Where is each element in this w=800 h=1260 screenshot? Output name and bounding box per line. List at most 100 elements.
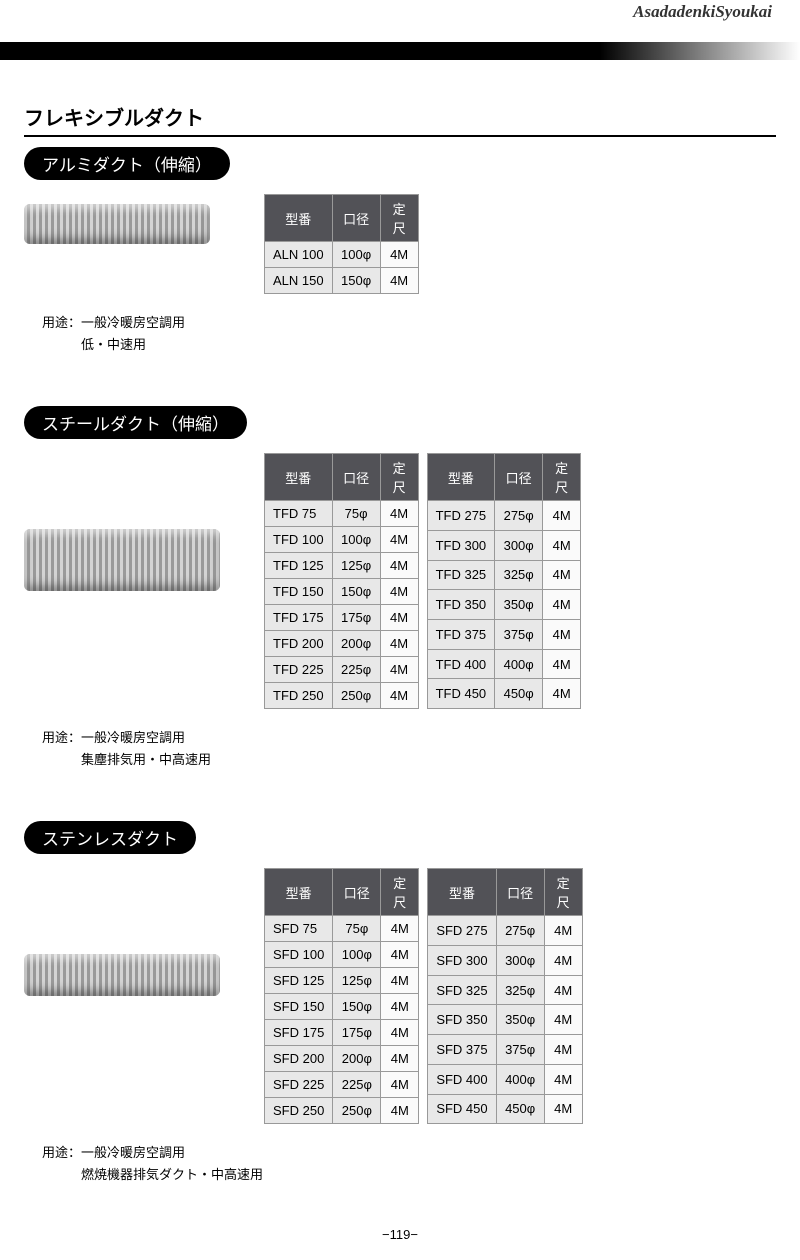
spec-table: 型番口径定尺SFD 7575φ4MSFD 100100φ4MSFD 125125… — [264, 868, 419, 1124]
cell-length: 4M — [543, 501, 581, 531]
cell-diameter: 75φ — [333, 916, 381, 942]
cell-model: TFD 350 — [427, 590, 495, 620]
cell-length: 4M — [543, 590, 581, 620]
section-title: ステンレスダクト — [24, 821, 196, 854]
cell-model: SFD 400 — [428, 1064, 496, 1094]
cell-diameter: 300φ — [496, 946, 544, 976]
cell-length: 4M — [381, 916, 419, 942]
table-row: TFD 375375φ4M — [427, 620, 581, 650]
cell-length: 4M — [544, 1094, 582, 1124]
table-row: TFD 175175φ4M — [265, 605, 419, 631]
product-section: ステンレスダクト型番口径定尺SFD 7575φ4MSFD 100100φ4MSF… — [24, 811, 776, 1186]
cell-length: 4M — [380, 605, 418, 631]
cell-length: 4M — [380, 657, 418, 683]
cell-length: 4M — [380, 501, 418, 527]
cell-model: TFD 200 — [265, 631, 333, 657]
cell-diameter: 300φ — [495, 530, 543, 560]
cell-diameter: 200φ — [332, 631, 380, 657]
usage-text: 用途：一般冷暖房空調用 低・中速用 — [42, 312, 776, 356]
cell-diameter: 75φ — [332, 501, 380, 527]
cell-diameter: 150φ — [332, 268, 380, 294]
brand-bar — [0, 42, 800, 60]
cell-diameter: 250φ — [332, 683, 380, 709]
cell-model: ALN 100 — [265, 242, 333, 268]
table-row: SFD 250250φ4M — [265, 1098, 419, 1124]
spec-table: 型番口径定尺TFD 275275φ4MTFD 300300φ4MTFD 3253… — [427, 453, 582, 709]
cell-length: 4M — [543, 530, 581, 560]
cell-diameter: 350φ — [496, 1005, 544, 1035]
cell-model: TFD 150 — [265, 579, 333, 605]
table-header: 定尺 — [544, 869, 582, 916]
product-section: スチールダクト（伸縮）型番口径定尺TFD 7575φ4MTFD 100100φ4… — [24, 396, 776, 771]
cell-diameter: 225φ — [332, 657, 380, 683]
cell-model: SFD 150 — [265, 994, 333, 1020]
cell-diameter: 100φ — [332, 242, 380, 268]
cell-diameter: 350φ — [495, 590, 543, 620]
cell-length: 4M — [544, 1064, 582, 1094]
usage-text: 用途：一般冷暖房空調用 集塵排気用・中高速用 — [42, 727, 776, 771]
table-row: TFD 275275φ4M — [427, 501, 581, 531]
cell-length: 4M — [380, 268, 418, 294]
table-row: SFD 450450φ4M — [428, 1094, 582, 1124]
table-row: SFD 100100φ4M — [265, 942, 419, 968]
cell-length: 4M — [381, 1072, 419, 1098]
cell-diameter: 275φ — [496, 916, 544, 946]
table-row: SFD 125125φ4M — [265, 968, 419, 994]
table-row: SFD 225225φ4M — [265, 1072, 419, 1098]
product-image — [24, 954, 220, 996]
cell-diameter: 450φ — [496, 1094, 544, 1124]
cell-model: SFD 125 — [265, 968, 333, 994]
cell-model: TFD 325 — [427, 560, 495, 590]
table-header: 定尺 — [380, 454, 418, 501]
cell-length: 4M — [380, 683, 418, 709]
cell-diameter: 175φ — [333, 1020, 381, 1046]
cell-length: 4M — [380, 242, 418, 268]
cell-length: 4M — [380, 553, 418, 579]
table-header: 型番 — [265, 869, 333, 916]
cell-model: SFD 175 — [265, 1020, 333, 1046]
cell-model: SFD 350 — [428, 1005, 496, 1035]
cell-model: TFD 225 — [265, 657, 333, 683]
table-header: 口径 — [332, 454, 380, 501]
table-row: TFD 350350φ4M — [427, 590, 581, 620]
cell-model: SFD 100 — [265, 942, 333, 968]
cell-model: TFD 450 — [427, 679, 495, 709]
cell-length: 4M — [543, 679, 581, 709]
table-row: SFD 300300φ4M — [428, 946, 582, 976]
spec-table: 型番口径定尺SFD 275275φ4MSFD 300300φ4MSFD 3253… — [427, 868, 582, 1124]
cell-diameter: 275φ — [495, 501, 543, 531]
cell-model: TFD 300 — [427, 530, 495, 560]
table-header: 定尺 — [381, 869, 419, 916]
cell-diameter: 325φ — [496, 975, 544, 1005]
cell-length: 4M — [381, 1020, 419, 1046]
table-row: TFD 150150φ4M — [265, 579, 419, 605]
cell-model: SFD 75 — [265, 916, 333, 942]
page-number: −119− — [24, 1227, 776, 1242]
cell-diameter: 225φ — [333, 1072, 381, 1098]
cell-model: SFD 250 — [265, 1098, 333, 1124]
cell-diameter: 375φ — [495, 620, 543, 650]
product-image — [24, 204, 210, 244]
usage-text: 用途：一般冷暖房空調用 燃焼機器排気ダクト・中高速用 — [42, 1142, 776, 1186]
cell-length: 4M — [544, 1005, 582, 1035]
table-row: SFD 175175φ4M — [265, 1020, 419, 1046]
cell-model: SFD 375 — [428, 1035, 496, 1065]
cell-length: 4M — [381, 1046, 419, 1072]
table-row: TFD 400400φ4M — [427, 649, 581, 679]
cell-diameter: 400φ — [495, 649, 543, 679]
table-header: 定尺 — [543, 454, 581, 501]
table-header: 型番 — [428, 869, 496, 916]
cell-length: 4M — [380, 631, 418, 657]
cell-diameter: 175φ — [332, 605, 380, 631]
table-header: 口径 — [333, 869, 381, 916]
cell-diameter: 400φ — [496, 1064, 544, 1094]
cell-length: 4M — [544, 946, 582, 976]
cell-model: SFD 200 — [265, 1046, 333, 1072]
table-header: 型番 — [427, 454, 495, 501]
cell-length: 4M — [380, 579, 418, 605]
table-row: ALN 100100φ4M — [265, 242, 419, 268]
cell-length: 4M — [381, 1098, 419, 1124]
table-row: TFD 250250φ4M — [265, 683, 419, 709]
cell-diameter: 125φ — [332, 553, 380, 579]
cell-diameter: 325φ — [495, 560, 543, 590]
